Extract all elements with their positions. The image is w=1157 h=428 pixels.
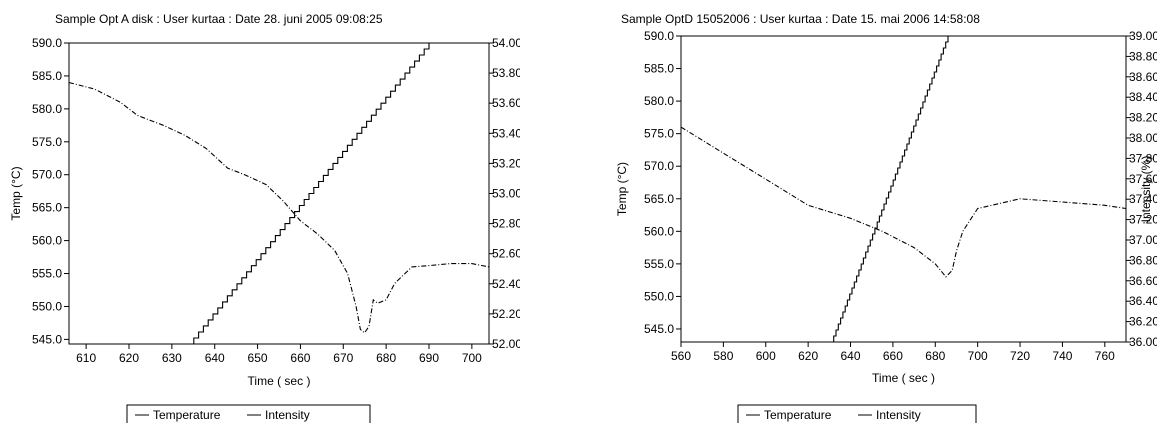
plot-frame (680, 35, 1127, 343)
series-line-intensity (831, 36, 949, 342)
y-tick-label: 575.0 (644, 127, 674, 141)
legend-label: Intensity (265, 408, 310, 422)
y2-tick-label: 38.20 (1129, 111, 1157, 125)
x-tick-label: 760 (1095, 349, 1115, 363)
series-line-temperature (69, 81, 489, 334)
chart-title: Sample OptD 15052006 : User kurtaa : Dat… (621, 12, 980, 26)
x-tick-label: 640 (841, 349, 861, 363)
x-tick-label: 660 (883, 349, 903, 363)
x-tick-label: 670 (333, 351, 353, 365)
y2-tick-label: 37.40 (1129, 192, 1157, 206)
y2-tick-label: 53.60 (492, 96, 520, 110)
x-tick-label: 700 (462, 351, 482, 365)
series-line-intensity (189, 43, 430, 344)
y2-tick-label: 53.80 (492, 66, 520, 80)
legend-box (737, 404, 977, 428)
y2-tick-label: 36.00 (1129, 335, 1157, 349)
y2-tick-label: 54.00 (492, 36, 520, 50)
y-tick-label: 570.0 (32, 168, 62, 182)
x-tick-label: 620 (119, 351, 139, 365)
x-tick-label: 650 (248, 351, 268, 365)
y2-tick-label: 36.80 (1129, 253, 1157, 267)
y-axis-label: Temp (°C) (615, 162, 629, 216)
series-line-temperature (681, 126, 1126, 278)
plot-area (69, 43, 489, 344)
x-tick-label: 690 (419, 351, 439, 365)
x-tick-label: 600 (756, 349, 776, 363)
y-tick-label: 550.0 (32, 299, 62, 313)
y2-tick-label: 37.20 (1129, 213, 1157, 227)
y2-tick-label: 37.60 (1129, 172, 1157, 186)
x-tick-label: 630 (162, 351, 182, 365)
y2-tick-label: 52.40 (492, 277, 520, 291)
y2-tick-label: 52.00 (492, 337, 520, 351)
y-tick-label: 580.0 (644, 94, 674, 108)
plot-frame (68, 42, 490, 345)
y-tick-label: 550.0 (644, 289, 674, 303)
y2-tick-label: 53.00 (492, 187, 520, 201)
x-tick-label: 660 (290, 351, 310, 365)
y-tick-label: 565.0 (32, 201, 62, 215)
y-tick-label: 565.0 (644, 192, 674, 206)
y2-tick-label: 53.40 (492, 126, 520, 140)
y-tick-label: 590.0 (32, 36, 62, 50)
x-tick-label: 680 (376, 351, 396, 365)
y2-tick-label: 36.20 (1129, 315, 1157, 329)
y-tick-label: 555.0 (32, 267, 62, 281)
y2-tick-label: 52.80 (492, 217, 520, 231)
y-tick-label: 580.0 (32, 102, 62, 116)
y-tick-label: 545.0 (32, 332, 62, 346)
y2-tick-label: 37.00 (1129, 233, 1157, 247)
chart-1-svg: Sample Opt A disk : User kurtaa : Date 2… (9, 12, 549, 428)
y-tick-label: 575.0 (32, 135, 62, 149)
chart-panel-1: Sample Opt A disk : User kurtaa : Date 2… (0, 0, 549, 428)
chart-title: Sample Opt A disk : User kurtaa : Date 2… (55, 12, 383, 26)
x-tick-label: 560 (671, 349, 691, 363)
y-tick-label: 570.0 (644, 159, 674, 173)
chart-2-svg: Sample OptD 15052006 : User kurtaa : Dat… (615, 12, 1157, 428)
x-axis-label: Time ( sec ) (872, 371, 935, 385)
y2-tick-label: 52.20 (492, 307, 520, 321)
legend-label: Temperature (764, 408, 832, 422)
y2-tick-label: 38.00 (1129, 131, 1157, 145)
x-tick-label: 740 (1052, 349, 1072, 363)
x-tick-label: 720 (1010, 349, 1030, 363)
plot-area (681, 36, 1126, 342)
y-tick-label: 555.0 (644, 257, 674, 271)
y2-axis-label: Intensity (%) (1139, 156, 1153, 223)
x-tick-label: 610 (76, 351, 96, 365)
y2-tick-label: 53.20 (492, 156, 520, 170)
x-tick-label: 640 (205, 351, 225, 365)
chart-panel-2: Sample OptD 15052006 : User kurtaa : Dat… (588, 0, 1157, 428)
y-tick-label: 560.0 (644, 224, 674, 238)
x-tick-label: 680 (925, 349, 945, 363)
x-tick-label: 620 (798, 349, 818, 363)
x-tick-label: 700 (968, 349, 988, 363)
legend-box (126, 404, 371, 428)
y-tick-label: 545.0 (644, 322, 674, 336)
y-tick-label: 585.0 (32, 69, 62, 83)
y-tick-label: 590.0 (644, 29, 674, 43)
y2-tick-label: 37.80 (1129, 151, 1157, 165)
y2-tick-label: 38.80 (1129, 49, 1157, 63)
legend-label: Intensity (876, 408, 921, 422)
x-axis-label: Time ( sec ) (248, 374, 311, 388)
y2-tick-label: 38.60 (1129, 70, 1157, 84)
x-tick-label: 580 (713, 349, 733, 363)
y-axis-label: Temp (°C) (9, 166, 23, 220)
y-tick-label: 560.0 (32, 234, 62, 248)
legend-label: Temperature (153, 408, 221, 422)
y-tick-label: 585.0 (644, 62, 674, 76)
y2-tick-label: 36.60 (1129, 274, 1157, 288)
y2-tick-label: 38.40 (1129, 90, 1157, 104)
y2-tick-label: 52.60 (492, 247, 520, 261)
y2-tick-label: 39.00 (1129, 29, 1157, 43)
y2-tick-label: 36.40 (1129, 294, 1157, 308)
